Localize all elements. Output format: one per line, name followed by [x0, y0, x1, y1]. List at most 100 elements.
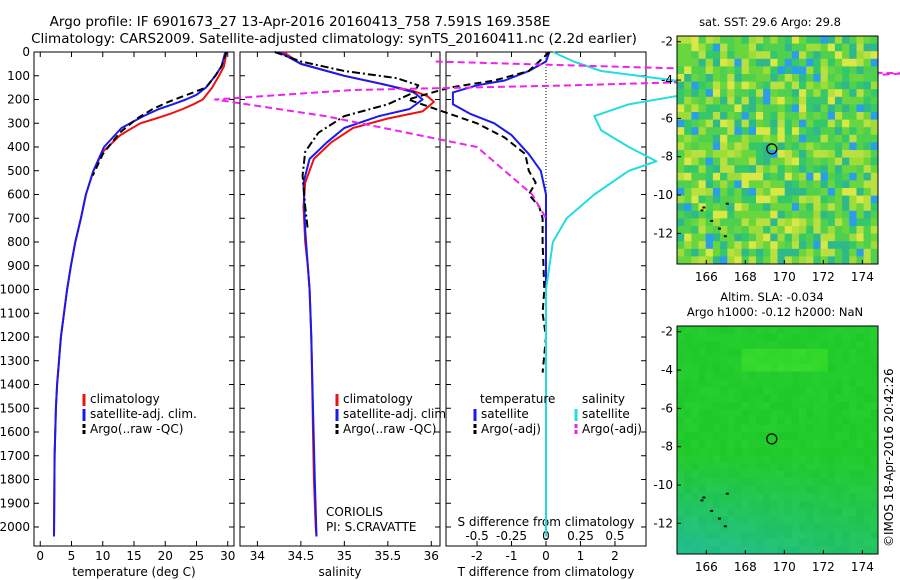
map-cell — [863, 43, 872, 52]
map-cell — [720, 394, 728, 403]
map-cell — [806, 493, 814, 502]
map-cell — [777, 218, 786, 227]
map-cell — [842, 104, 850, 113]
map-cell — [849, 531, 857, 540]
map-cell — [863, 89, 872, 98]
map-cell — [870, 455, 879, 464]
map-cell — [834, 500, 843, 509]
map-cell — [827, 356, 836, 365]
map-cell — [806, 508, 814, 517]
map-cell — [705, 210, 714, 219]
map-cell — [856, 364, 865, 373]
map-cell — [842, 478, 850, 487]
map-cell — [763, 89, 771, 98]
legend-label: Argo(..raw -QC) — [343, 422, 436, 436]
map-cell — [827, 248, 836, 257]
map-cell — [677, 341, 685, 350]
map-cell — [849, 538, 857, 547]
map-cell — [791, 195, 800, 204]
map-cell — [748, 81, 757, 90]
map-cell — [734, 364, 743, 373]
map-cell — [813, 180, 822, 189]
map-cell — [677, 462, 685, 471]
map-cell — [863, 508, 872, 517]
map-cell — [727, 165, 735, 174]
map-cell — [698, 546, 707, 555]
map-cell — [834, 203, 843, 212]
map-cell — [827, 150, 836, 159]
map-cell — [856, 485, 865, 494]
map-cell — [784, 203, 793, 212]
map-cell — [777, 180, 786, 189]
map-cell — [684, 51, 692, 60]
map-cell — [727, 218, 735, 227]
map-cell — [770, 409, 778, 418]
map-cell — [734, 546, 743, 555]
map-cell — [741, 241, 750, 250]
map-cell — [813, 432, 822, 441]
map-cell — [756, 356, 764, 365]
map-cell — [734, 233, 743, 242]
figure-title-line2: Climatology: CARS2009. Satellite-adjuste… — [31, 31, 637, 47]
map-cell — [720, 371, 728, 380]
map-cell — [677, 51, 685, 60]
map-cell — [856, 226, 865, 235]
map-cell — [827, 172, 836, 181]
map-cell — [834, 226, 843, 235]
map-cell — [827, 218, 836, 227]
map-cell — [842, 523, 850, 532]
map-cell — [756, 180, 764, 189]
map-cell — [849, 402, 857, 411]
map-cell — [770, 104, 778, 113]
map-cell — [705, 157, 714, 166]
map-cell — [763, 43, 771, 52]
map-cell — [734, 127, 743, 136]
map-cell — [756, 157, 764, 166]
map-cell — [684, 394, 692, 403]
map-cell — [756, 348, 764, 357]
map-cell — [870, 210, 879, 219]
map-cell — [834, 333, 843, 342]
map-cell — [698, 478, 707, 487]
map-cell — [734, 500, 743, 509]
map-cell — [734, 356, 743, 365]
map-x-tick-label: 174 — [851, 560, 874, 574]
map-cell — [727, 348, 735, 357]
map-cell — [756, 424, 764, 433]
map-cell — [748, 218, 757, 227]
map-cell — [727, 119, 735, 128]
map-cell — [834, 371, 843, 380]
map-cell — [770, 165, 778, 174]
map-cell — [712, 417, 721, 426]
map-cell — [777, 66, 786, 75]
map-x-tick-label: 168 — [734, 560, 757, 574]
map-cell — [799, 417, 807, 426]
map-cell — [856, 157, 865, 166]
map-cell — [791, 546, 800, 555]
map-cell — [799, 203, 807, 212]
map-cell — [734, 493, 743, 502]
sla-map-title: Altim. SLA: -0.034 — [720, 290, 824, 304]
panel-frame — [239, 51, 441, 547]
map-cell — [777, 165, 786, 174]
map-cell — [691, 508, 700, 517]
map-cell — [806, 348, 814, 357]
map-cell — [820, 478, 829, 487]
map-cell — [799, 256, 807, 265]
s-tick-label: 0.25 — [567, 529, 594, 543]
map-cell — [748, 195, 757, 204]
map-cell — [820, 89, 829, 98]
map-cell — [799, 165, 807, 174]
map-cell — [741, 74, 750, 83]
map-cell — [720, 233, 728, 242]
map-cell — [763, 485, 771, 494]
map-cell — [870, 409, 879, 418]
y-tick-label: 0 — [22, 45, 30, 59]
map-cell — [777, 493, 786, 502]
map-cell — [712, 508, 721, 517]
map-cell — [820, 516, 829, 525]
map-cell — [756, 127, 764, 136]
map-cell — [791, 356, 800, 365]
map-cell — [842, 43, 850, 52]
map-cell — [734, 180, 743, 189]
